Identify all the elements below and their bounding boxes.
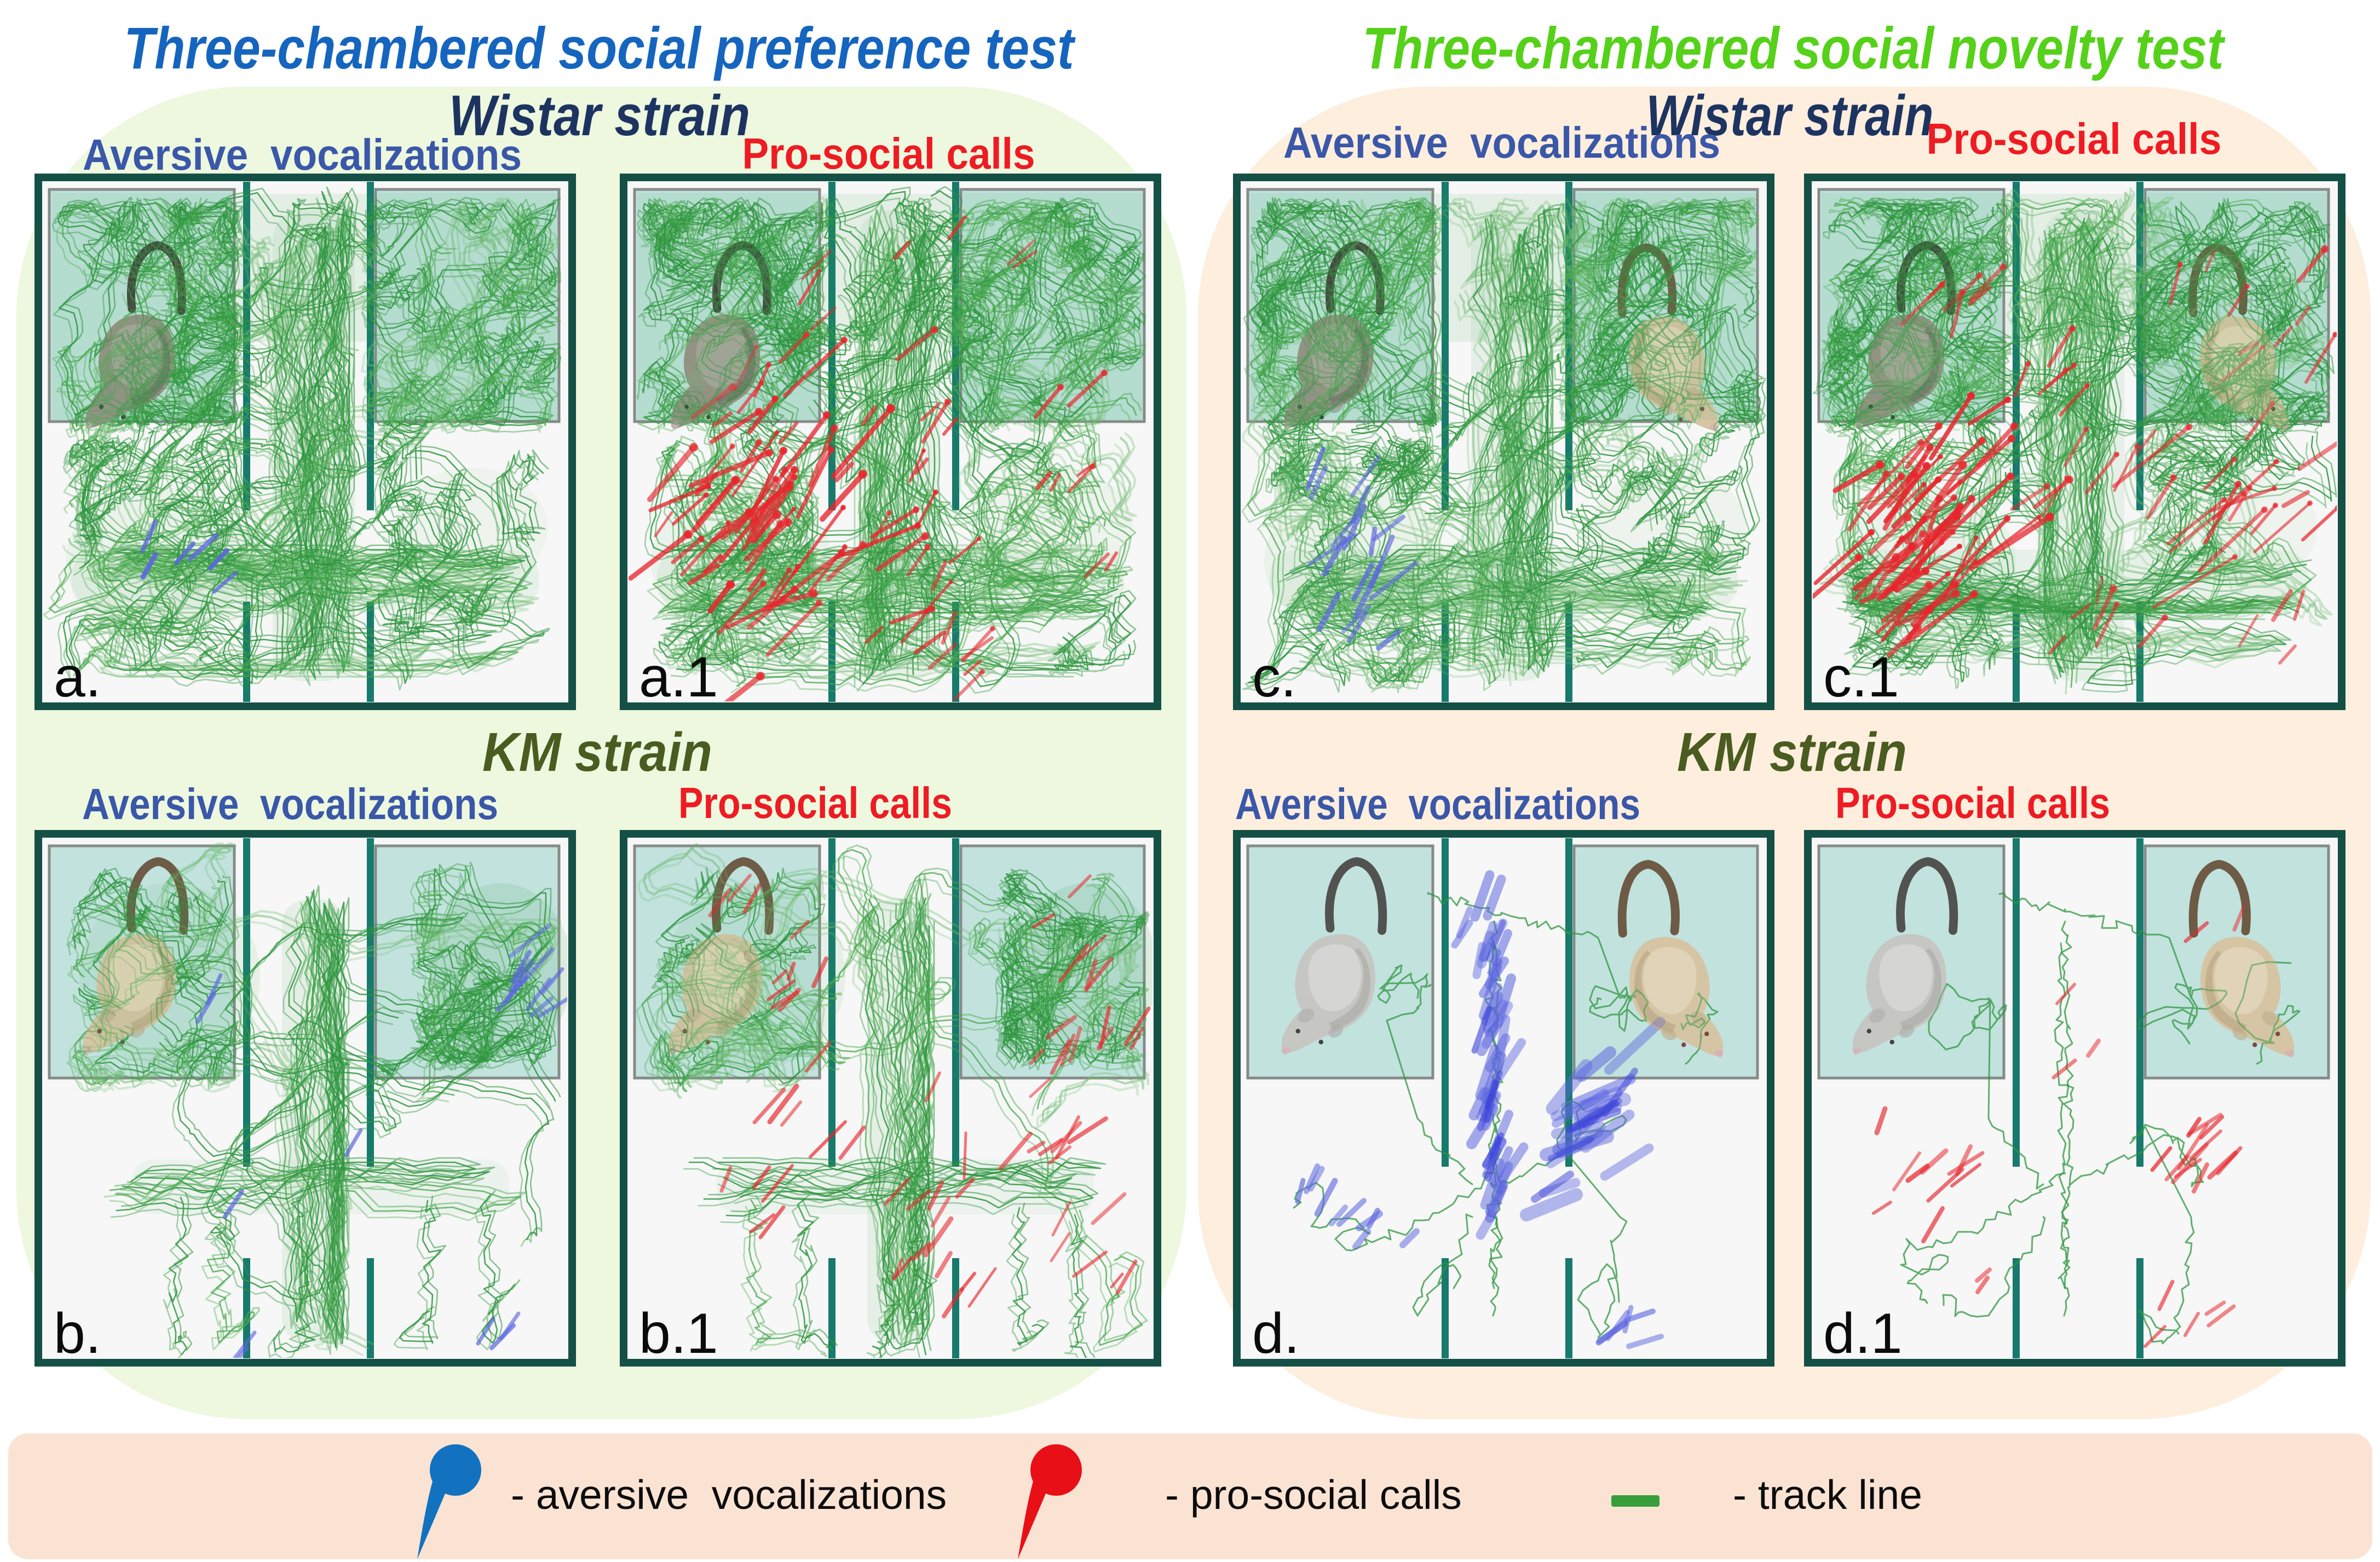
- svg-text:Wistar strain: Wistar strain: [449, 84, 750, 148]
- svg-text:Aversive vocalizations: Aversive vocalizations: [1283, 118, 1720, 167]
- svg-text:Three-chambered social prefere: Three-chambered social preference test: [124, 15, 1076, 81]
- svg-text:b.: b.: [54, 1302, 101, 1365]
- svg-text:c.: c.: [1252, 645, 1296, 709]
- svg-text:Pro-social calls: Pro-social calls: [1927, 114, 2222, 163]
- svg-text:Three-chambered social novelty: Three-chambered social novelty test: [1363, 15, 2226, 81]
- svg-text:Aversive vocalizations: Aversive vocalizations: [82, 780, 498, 828]
- svg-text:Pro-social calls: Pro-social calls: [678, 779, 952, 827]
- svg-text:d.: d.: [1252, 1302, 1300, 1365]
- svg-text:- pro-social calls: - pro-social calls: [1165, 1472, 1462, 1518]
- svg-text:Pro-social calls: Pro-social calls: [742, 129, 1035, 178]
- svg-text:KM strain: KM strain: [482, 722, 712, 783]
- svg-text:a.1: a.1: [639, 645, 718, 709]
- svg-text:Wistar strain: Wistar strain: [1646, 84, 1934, 148]
- svg-text:Pro-social calls: Pro-social calls: [1835, 779, 2110, 827]
- svg-text:Aversive vocalizations: Aversive vocalizations: [83, 130, 522, 179]
- svg-text:b.1: b.1: [639, 1302, 718, 1365]
- svg-text:- track line: - track line: [1733, 1472, 1922, 1518]
- svg-text:Aversive vocalizations: Aversive vocalizations: [1235, 780, 1640, 828]
- svg-text:KM strain: KM strain: [1677, 722, 1907, 783]
- svg-text:d.1: d.1: [1823, 1302, 1903, 1365]
- svg-text:a.: a.: [54, 645, 101, 709]
- svg-text:c.1: c.1: [1823, 645, 1899, 709]
- svg-text:- aversive vocalizations: - aversive vocalizations: [511, 1472, 947, 1518]
